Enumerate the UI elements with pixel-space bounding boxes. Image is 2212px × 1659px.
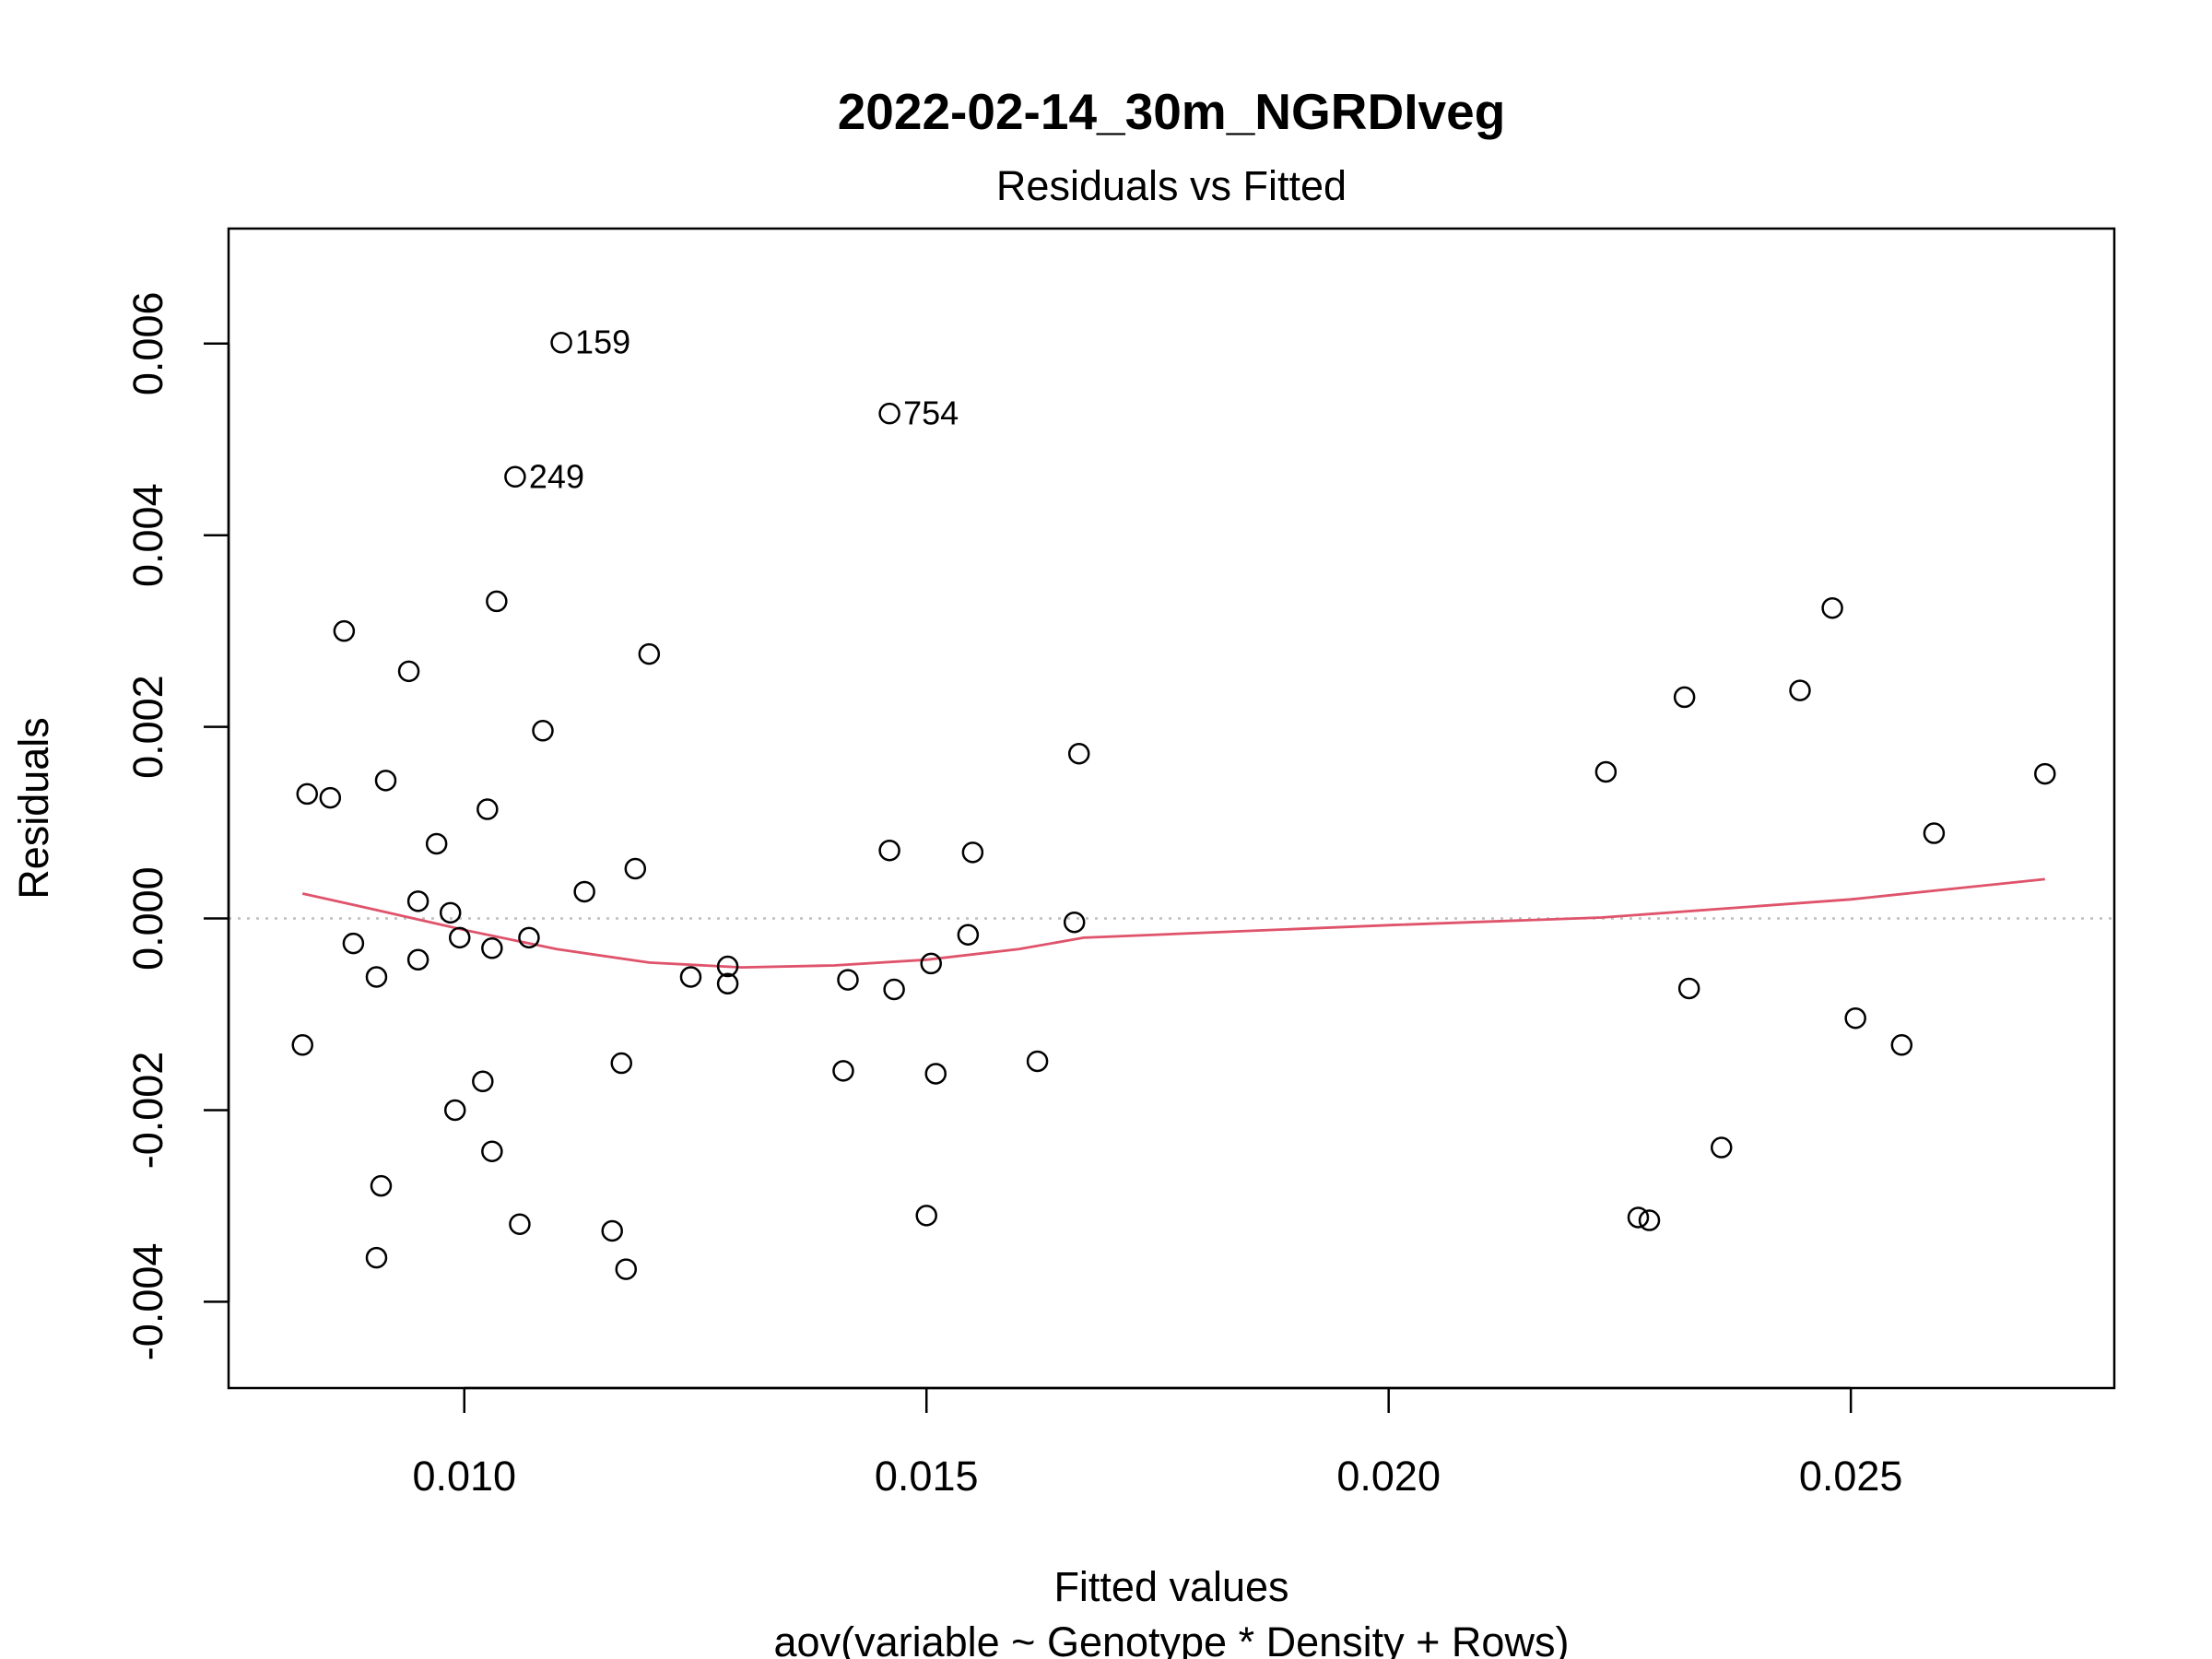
data-point-34 [679,966,702,988]
data-point-37 [837,969,859,991]
data-point-14 [624,857,647,880]
x-tick-label-4: 0.025 [1799,1453,1903,1500]
x-tick-label-1: 0.010 [412,1453,516,1500]
data-point-20 [342,932,365,955]
data-point-22 [406,948,429,971]
data-point-43 [915,1205,937,1227]
data-point-53 [1627,1206,1650,1229]
data-point-55 [1789,679,1811,701]
y-tick-label-5: 0.004 [124,483,171,587]
data-point-50 [1673,686,1696,709]
data-point-44 [961,841,984,864]
data-point-10 [319,786,342,809]
y-axis: -0.004 -0.002 0.000 0.002 0.004 0.006 [124,291,230,1361]
data-point-31 [601,1219,623,1242]
point-label-249: 249 [529,457,584,495]
data-point-46 [1026,1050,1049,1073]
point-label-159: 159 [575,324,630,361]
data-point-15 [573,880,595,903]
points-group: 159 754 249 [291,324,2056,1280]
y-axis-label: Residuals [10,717,57,900]
data-point-12 [477,798,499,820]
data-point-26 [443,1099,466,1122]
data-point-5 [397,660,420,683]
chart-title: 2022-02-14_30m_NGRDIveg [838,83,1506,140]
y-tick-label-2: -0.002 [124,1052,171,1170]
data-point-60 [2034,762,2056,785]
data-point-42 [924,1063,947,1085]
y-tick-label-4: 0.002 [124,675,171,779]
data-point-8 [532,720,554,742]
data-point-1 [550,331,572,354]
data-point-35 [716,955,739,978]
data-point-39 [878,839,900,862]
data-point-58 [1890,1034,1913,1056]
data-point-19 [518,926,540,949]
data-point-36 [716,972,739,995]
y-tick-label-1: -0.004 [124,1243,171,1361]
y-tick-label-6: 0.006 [124,291,171,395]
data-point-54 [1638,1209,1661,1231]
data-point-27 [481,1140,503,1162]
chart-subtitle: Residuals vs Fitted [996,162,1347,209]
data-point-28 [370,1174,393,1197]
data-point-3 [504,465,526,488]
data-point-2 [878,402,900,425]
data-point-25 [472,1070,494,1093]
data-point-18 [448,926,471,949]
smooth-line [301,877,2045,970]
x-axis: 0.010 0.015 0.020 0.025 [412,1386,1903,1500]
x-tick-label-3: 0.020 [1336,1453,1441,1500]
data-point-56 [1821,596,1843,619]
x-axis-label-model: aov(variable ~ Genotype * Density + Rows… [774,1618,1570,1659]
data-point-21 [481,937,503,959]
data-point-57 [1844,1006,1866,1030]
data-point-32 [615,1258,638,1280]
plot-frame [227,227,2116,1390]
data-point-9 [296,782,318,806]
data-point-29 [365,1246,388,1269]
data-point-41 [920,952,942,975]
data-point-51 [1677,977,1700,1000]
x-tick-label-2: 0.015 [875,1453,979,1500]
data-point-45 [957,924,980,946]
data-point-23 [365,966,388,988]
data-point-40 [883,978,905,1001]
point-label-754: 754 [903,394,959,432]
data-point-47 [1067,742,1090,765]
data-point-33 [610,1052,632,1075]
data-point-11 [374,770,397,792]
data-point-48 [1063,911,1086,934]
y-tick-label-3: 0.000 [124,866,171,971]
data-point-49 [1594,760,1618,783]
data-point-17 [439,901,462,924]
data-point-4 [333,619,356,642]
data-point-59 [1923,822,1946,844]
data-point-30 [509,1213,531,1235]
data-point-13 [425,832,448,855]
data-point-6 [486,590,508,613]
data-point-16 [406,890,429,912]
data-point-52 [1711,1136,1733,1159]
data-point-38 [832,1060,854,1082]
smooth-line-group [301,877,2045,970]
x-axis-label: Fitted values [1053,1563,1288,1610]
data-point-7 [638,642,661,665]
data-point-24 [291,1034,313,1056]
